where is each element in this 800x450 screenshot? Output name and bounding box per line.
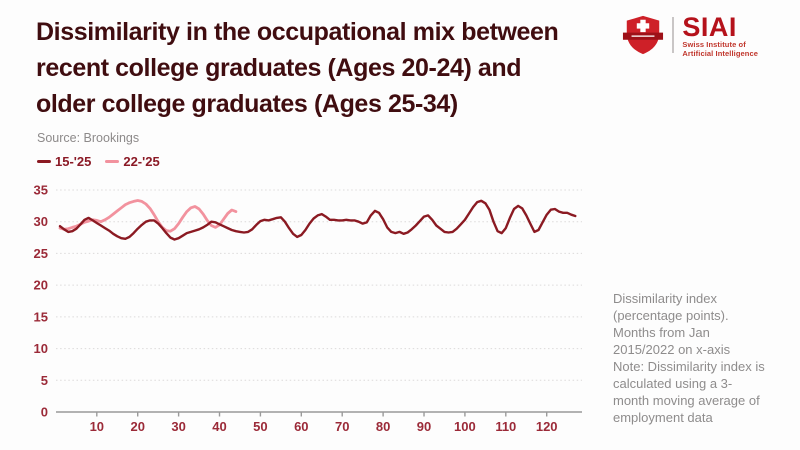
source-label: Source: Brookings [37,131,140,145]
dissimilarity-chart: 0 5 10 15 20 25 30 35 10 20 30 40 50 60 70 80 90 100 110 12… [34,183,582,434]
chart-area: 0 5 10 15 20 25 30 35 10 20 30 40 50 60 70 80 90 100 110 12… [26,182,588,445]
x-tick-label: 80 [376,419,390,434]
x-tick-label: 40 [212,419,226,434]
note-line: calculated using a 3- [613,376,733,391]
x-tick-label: 20 [130,419,144,434]
x-tick-label: 90 [417,419,431,434]
page-title-line-2: recent college graduates (Ages 20-24) an… [36,54,522,82]
note-line: employment data [613,410,713,425]
legend-item-15-25: 15-'25 [37,154,91,169]
y-tick-label: 10 [34,341,48,356]
logo-subtitle-line-1: Swiss Institute of [682,40,746,49]
x-tick-label: 100 [454,419,476,434]
chart-note: Dissimilarity index (percentage points).… [613,290,800,426]
x-tick-label: 50 [253,419,267,434]
y-tick-label: 25 [34,246,48,261]
x-tick-label: 60 [294,419,308,434]
logo-divider [672,17,675,53]
legend-item-22-25: 22-'25 [105,154,160,169]
note-line: Months from Jan [613,325,710,340]
page-title-line-3: older college graduates (Ages 25-34) [36,90,458,118]
y-tick-label: 5 [41,373,48,388]
x-tick-label: 30 [171,419,185,434]
note-line: Note: Dissimilarity index is [613,359,765,374]
y-tick-label: 35 [34,183,48,198]
legend-swatch-15-25 [37,160,51,163]
siai-shield-icon [623,15,664,55]
siai-logo: SIAI Swiss Institute of Artificial Intel… [622,14,758,58]
x-tick-label: 10 [90,419,104,434]
note-line: 2015/2022 on x-axis [613,342,731,357]
note-line: (percentage points). [613,308,729,323]
page-title-line-1: Dissimilarity in the occupational mix be… [36,18,559,46]
y-tick-label: 20 [34,278,48,293]
page-title: Dissimilarity in the occupational mix be… [36,14,559,122]
legend-label-15-25: 15-'25 [55,154,92,169]
y-tick-label: 0 [41,405,48,420]
y-tick-label: 15 [34,309,48,324]
note-line: month moving average of [613,393,760,408]
logo-subtitle-line-2: Artificial Intelligence [682,49,758,58]
x-tick-label: 110 [495,419,516,434]
series-line-15-'25 [58,199,577,241]
legend-swatch-22-25 [105,160,120,163]
series-line-22-'25 [58,199,238,233]
x-tick-label: 120 [536,419,558,434]
y-tick-label: 30 [34,214,48,229]
logo-siai-text: SIAI [682,12,737,42]
note-line: Dissimilarity index [613,291,718,306]
legend-label-22-25: 22-'25 [123,154,160,169]
x-tick-label: 70 [335,419,349,434]
chart-legend: 15-'25 22-'25 [37,154,160,169]
